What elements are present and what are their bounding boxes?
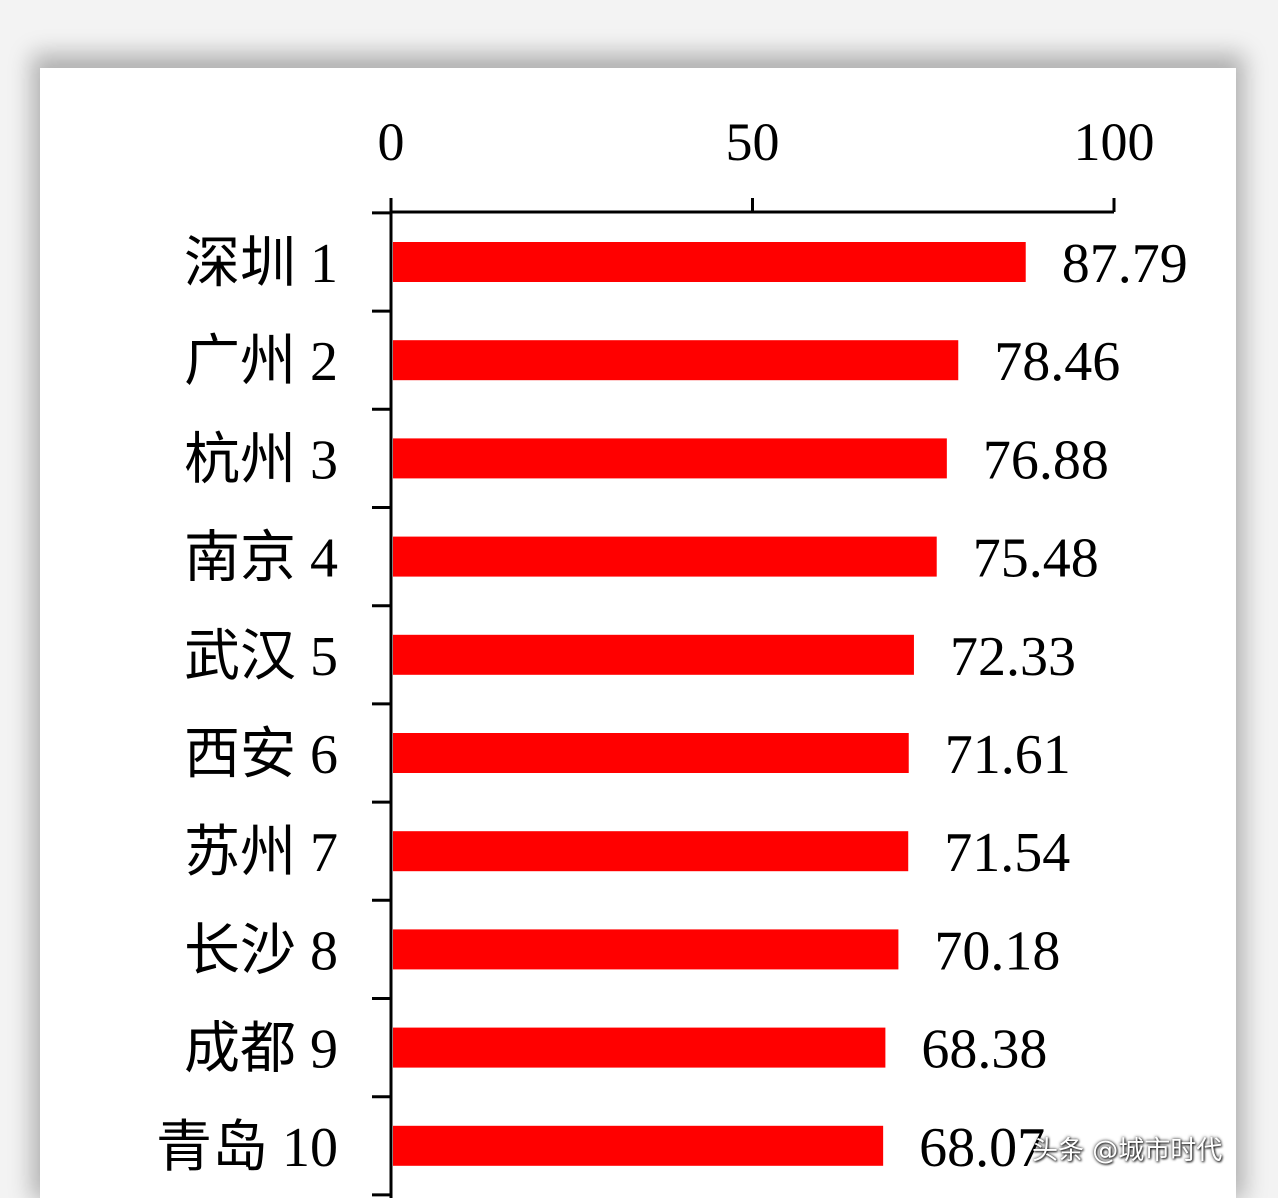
value-label: 78.46 bbox=[994, 331, 1120, 393]
bar bbox=[393, 929, 899, 970]
axis-layer bbox=[372, 198, 1116, 1198]
x-tick-label: 0 bbox=[378, 112, 405, 172]
bar bbox=[393, 1027, 886, 1068]
value-label: 71.61 bbox=[945, 724, 1071, 786]
category-label: 广州 2 bbox=[184, 331, 338, 393]
value-label: 68.07 bbox=[919, 1117, 1045, 1179]
value-label: 75.48 bbox=[973, 528, 1099, 590]
value-label: 70.18 bbox=[934, 920, 1060, 982]
bar bbox=[393, 536, 937, 577]
value-label: 72.33 bbox=[950, 626, 1076, 688]
bar bbox=[393, 242, 1026, 282]
category-label: 成都 9 bbox=[184, 1019, 338, 1081]
category-label: 南京 4 bbox=[184, 528, 338, 590]
bar bbox=[393, 831, 909, 872]
category-label: 长沙 8 bbox=[184, 920, 338, 982]
category-label: 西安 6 bbox=[184, 724, 338, 786]
value-label: 68.38 bbox=[921, 1019, 1047, 1081]
watermark-text: 头条 @城市时代 bbox=[1032, 1136, 1223, 1166]
bar bbox=[393, 1125, 884, 1166]
value-label: 76.88 bbox=[983, 429, 1109, 491]
value-label: 87.79 bbox=[1062, 233, 1188, 295]
bar bbox=[393, 340, 959, 381]
category-label: 武汉 5 bbox=[184, 626, 338, 688]
category-label: 杭州 3 bbox=[184, 429, 338, 491]
category-label: 苏州 7 bbox=[184, 822, 338, 884]
category-label: 深圳 1 bbox=[184, 233, 338, 295]
x-tick-label: 50 bbox=[726, 112, 780, 172]
bar bbox=[393, 634, 914, 675]
bar bbox=[393, 438, 947, 479]
category-label: 青岛 10 bbox=[156, 1117, 338, 1179]
value-label: 71.54 bbox=[944, 822, 1070, 884]
x-tick-label: 100 bbox=[1074, 112, 1155, 172]
bars-layer bbox=[393, 242, 1026, 1166]
labels-layer: 0 50 100 深圳 1 87.79 广州 2 78.46 杭州 3 76.88 南京 4 75.… bbox=[156, 112, 1188, 1179]
bar bbox=[393, 733, 909, 773]
